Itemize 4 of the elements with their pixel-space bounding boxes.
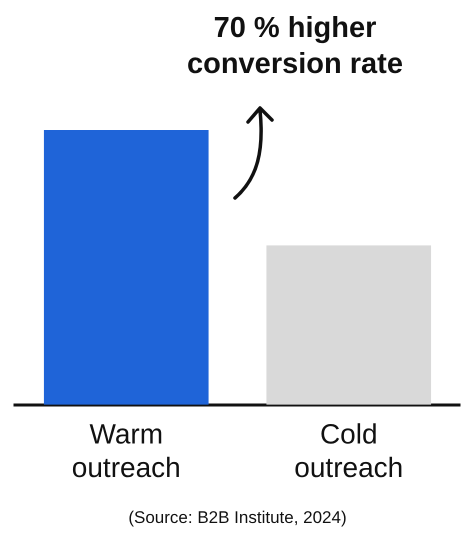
text: (Source: B2B Institute, 2024) — [127, 508, 348, 528]
x-tick-label: Warm outreach — [72, 418, 181, 483]
x-tick-label: Cold outreach — [294, 418, 404, 483]
chart-title: 70 % higher conversion rate — [186, 11, 404, 82]
